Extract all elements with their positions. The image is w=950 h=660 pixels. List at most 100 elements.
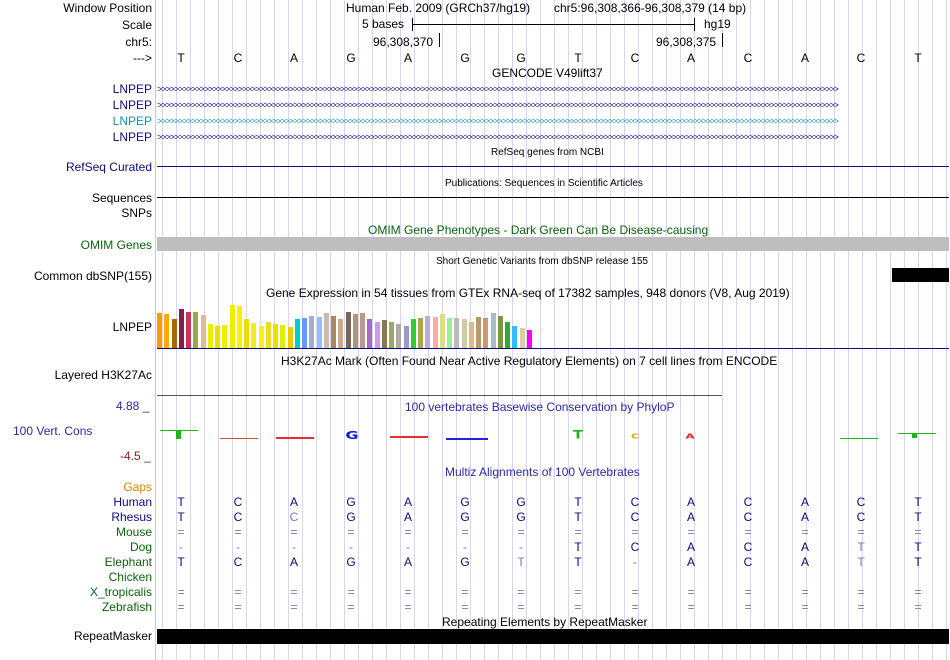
snps-label[interactable]: SNPs (121, 206, 152, 220)
gtex-tissue-bar[interactable] (526, 330, 532, 348)
gtex-tissue-bar[interactable] (360, 313, 365, 348)
gtex-tissue-bar[interactable] (410, 319, 416, 348)
gtex-tissue-bar[interactable] (374, 322, 380, 348)
gtex-tissue-bar[interactable] (338, 319, 344, 348)
repeat-title[interactable]: Repeating Elements by RepeatMasker (442, 615, 648, 629)
gtex-bar-chart[interactable] (157, 300, 557, 348)
gtex-tissue-bar[interactable] (483, 318, 489, 348)
cons-logo[interactable]: G T C A (155, 420, 950, 450)
base-grid (155, 0, 950, 660)
sequences-line[interactable] (157, 197, 949, 198)
gtex-tissue-bar[interactable] (490, 313, 496, 348)
gtex-tissue-bar[interactable] (236, 306, 242, 348)
gtex-tissue-bar[interactable] (505, 322, 510, 348)
window-position-value[interactable]: chr5:96,308,366-96,308,379 (14 bp) (554, 1, 747, 15)
gtex-tissue-bar[interactable] (287, 327, 293, 348)
refseq-title[interactable]: RefSeq genes from NCBI (491, 147, 604, 158)
multiz-species-label[interactable]: Zebrafish (101, 600, 152, 614)
dbsnp-title[interactable]: Short Genetic Variants from dbSNP releas… (436, 256, 648, 267)
gtex-tissue-bar[interactable] (316, 317, 322, 348)
gtex-tissue-bar[interactable] (476, 317, 481, 348)
refseq-gene-line[interactable] (157, 166, 949, 167)
multiz-species-label[interactable]: Rhesus (111, 510, 152, 524)
h3k27ac-title[interactable]: H3K27Ac Mark (Often Found Near Active Re… (281, 354, 778, 368)
gtex-tissue-bar[interactable] (280, 325, 286, 348)
gtex-tissue-bar[interactable] (352, 314, 358, 348)
repeat-label[interactable]: RepeatMasker (73, 629, 152, 643)
multiz-species-label[interactable]: Mouse (115, 525, 152, 539)
gtex-tissue-bar[interactable] (222, 325, 228, 348)
gtex-tissue-bar[interactable] (447, 318, 452, 348)
omim-title[interactable]: OMIM Gene Phenotypes - Dark Green Can Be… (368, 223, 709, 237)
gtex-tissue-bar[interactable] (331, 316, 336, 348)
gtex-label[interactable]: LNPEP (112, 320, 152, 334)
gtex-tissue-bar[interactable] (345, 312, 351, 348)
gtex-title[interactable]: Gene Expression in 54 tissues from GTEx … (266, 286, 790, 300)
gencode-transcript-label[interactable]: LNPEP (112, 82, 152, 96)
gtex-tissue-bar[interactable] (389, 322, 394, 348)
omim-bar[interactable] (157, 237, 949, 251)
gencode-transcript-label[interactable]: LNPEP (112, 98, 152, 112)
gencode-transcript-line[interactable]: >>>>>>>>>>>>>>>>>>>>>>>>>>>>>>>>>>>>>>>>… (157, 85, 839, 93)
gencode-title[interactable]: GENCODE V49lift37 (492, 66, 603, 80)
gencode-transcript-line[interactable]: >>>>>>>>>>>>>>>>>>>>>>>>>>>>>>>>>>>>>>>>… (157, 101, 839, 109)
gtex-tissue-bar[interactable] (468, 322, 474, 348)
gtex-tissue-bar[interactable] (294, 319, 300, 348)
sequences-label[interactable]: Sequences (91, 191, 152, 205)
gtex-tissue-bar[interactable] (273, 324, 278, 348)
gtex-tissue-bar[interactable] (157, 313, 162, 348)
gtex-tissue-bar[interactable] (381, 320, 387, 348)
gtex-tissue-bar[interactable] (454, 318, 460, 348)
gtex-tissue-bar[interactable] (367, 319, 373, 348)
cons-label[interactable]: 100 Vert. Cons (13, 424, 93, 438)
multiz-base: = (461, 600, 469, 614)
gtex-tissue-bar[interactable] (229, 305, 235, 348)
gtex-tissue-bar[interactable] (193, 312, 199, 348)
gtex-tissue-bar[interactable] (323, 313, 329, 348)
grid-line (652, 0, 653, 660)
gtex-tissue-bar[interactable] (519, 328, 525, 348)
multiz-species-label[interactable]: Chicken (108, 570, 152, 584)
gtex-tissue-bar[interactable] (302, 318, 307, 348)
gtex-tissue-bar[interactable] (403, 326, 409, 348)
gtex-tissue-bar[interactable] (309, 316, 315, 348)
multiz-species-label[interactable]: X_tropicalis (89, 585, 152, 599)
gtex-tissue-bar[interactable] (207, 324, 213, 348)
gtex-tissue-bar[interactable] (512, 326, 518, 348)
refseq-label[interactable]: RefSeq Curated (65, 160, 152, 174)
repeat-block[interactable] (157, 629, 949, 644)
gtex-tissue-bar[interactable] (244, 319, 249, 348)
dbsnp-variant-block[interactable] (892, 268, 949, 282)
gtex-tissue-bar[interactable] (418, 318, 423, 348)
gtex-tissue-bar[interactable] (258, 326, 264, 348)
gtex-tissue-bar[interactable] (164, 314, 170, 348)
dbsnp-label[interactable]: Common dbSNP(155) (33, 269, 152, 283)
gtex-tissue-bar[interactable] (200, 315, 206, 348)
gtex-tissue-bar[interactable] (425, 316, 431, 348)
omim-label[interactable]: OMIM Genes (80, 238, 152, 252)
gtex-tissue-bar[interactable] (186, 312, 191, 348)
pubs-title[interactable]: Publications: Sequences in Scientific Ar… (445, 178, 643, 189)
gtex-tissue-bar[interactable] (178, 309, 184, 348)
gtex-tissue-bar[interactable] (171, 319, 177, 348)
gtex-tissue-bar[interactable] (251, 323, 257, 348)
gtex-tissue-bar[interactable] (461, 319, 467, 348)
multiz-species-label[interactable]: Elephant (104, 555, 152, 569)
gtex-tissue-bar[interactable] (265, 322, 271, 348)
gtex-tissue-bar[interactable] (215, 326, 220, 348)
gtex-tissue-bar[interactable] (439, 314, 445, 348)
gtex-tissue-bar[interactable] (432, 317, 438, 348)
cons-title[interactable]: 100 vertebrates Basewise Conservation by… (405, 400, 675, 414)
gtex-tissue-bar[interactable] (396, 324, 402, 348)
multiz-species-label[interactable]: Gaps (123, 480, 152, 494)
gencode-transcript-line[interactable]: >>>>>>>>>>>>>>>>>>>>>>>>>>>>>>>>>>>>>>>>… (157, 133, 839, 141)
multiz-title[interactable]: Multiz Alignments of 100 Vertebrates (445, 465, 640, 479)
h3k27ac-label[interactable]: Layered H3K27Ac (54, 368, 152, 382)
gencode-transcript-line[interactable]: >>>>>>>>>>>>>>>>>>>>>>>>>>>>>>>>>>>>>>>>… (157, 117, 839, 125)
gencode-transcript-label[interactable]: LNPEP (112, 114, 152, 128)
multiz-species-label[interactable]: Dog (129, 540, 152, 554)
multiz-base: = (631, 525, 639, 539)
gencode-transcript-label[interactable]: LNPEP (112, 130, 152, 144)
gtex-tissue-bar[interactable] (497, 316, 503, 348)
multiz-species-label[interactable]: Human (113, 495, 152, 509)
